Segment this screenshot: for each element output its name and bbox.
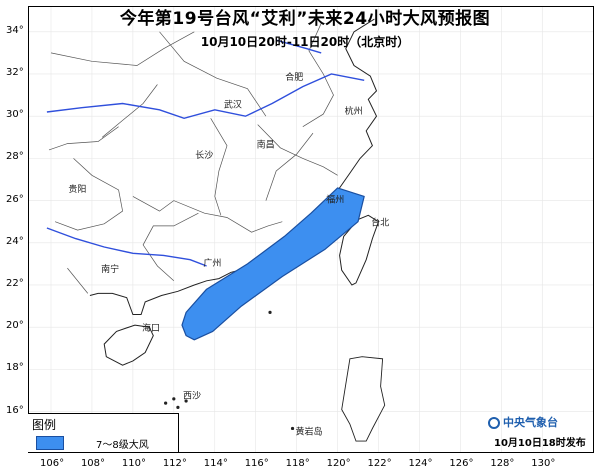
latitude-tick-label: 20° <box>6 320 24 332</box>
place-label: 杭州 <box>345 105 363 117</box>
title-block: 今年第19号台风“艾利”未来24小时大风预报图 10月10日20时-11日20时… <box>110 8 500 50</box>
wind-forecast-layer <box>181 187 365 341</box>
province-border <box>142 212 199 282</box>
longitude-tick-label: 128° <box>490 458 515 469</box>
longitude-tick-label: 114° <box>203 458 228 469</box>
longitude-tick-label: 108° <box>80 458 106 469</box>
island-dot <box>184 399 188 403</box>
latitude-tick-label: 22° <box>6 277 24 289</box>
province-border <box>257 124 338 176</box>
luzon-island <box>341 356 386 442</box>
province-border <box>67 267 89 294</box>
river-line <box>46 227 207 267</box>
legend: 图例 7～8级大风 <box>28 413 179 452</box>
latitude-tick-label: 34° <box>6 24 24 36</box>
longitude-tick-label: 116° <box>244 458 269 469</box>
place-label: 南昌 <box>257 139 275 151</box>
coastlines <box>89 18 386 442</box>
latitude-tick-label: 30° <box>6 109 24 121</box>
place-label: 广州 <box>203 257 221 269</box>
longitude-tick-label: 130° <box>531 458 556 469</box>
province-border <box>265 132 314 201</box>
province-border <box>159 31 267 117</box>
legend-label: 7～8级大风 <box>96 440 149 451</box>
place-label: 西沙 <box>183 391 201 402</box>
latitude-tick-label: 32° <box>6 66 24 78</box>
release-time: 10月10日18时发布 <box>494 438 586 449</box>
province-border <box>50 31 195 66</box>
province-border <box>132 196 283 233</box>
map-title: 今年第19号台风“艾利”未来24小时大风预报图 <box>119 9 491 29</box>
province-border <box>302 23 334 127</box>
place-label: 长沙 <box>195 149 213 161</box>
place-label: 台北 <box>371 217 389 229</box>
island-dot <box>172 397 176 401</box>
place-label: 海口 <box>142 322 160 334</box>
island-dot <box>164 401 168 405</box>
map-frame: 合肥武汉杭州长沙 南昌贵阳福州台北南宁 广州海口西沙黄岩岛 <box>28 6 594 453</box>
map-subtitle: 10月10日20时-11日20时（北京时） <box>200 35 410 49</box>
longitude-tick-label: 120° <box>326 458 351 469</box>
longitude-tick-label: 126° <box>449 458 474 469</box>
legend-title: 图例 <box>32 418 57 432</box>
longitude-tick-label: 118° <box>285 458 310 469</box>
place-label: 合肥 <box>285 71 303 83</box>
legend-swatch <box>36 436 64 450</box>
longitude-tick-label: 124° <box>408 458 433 469</box>
cma-logo-icon <box>488 417 500 429</box>
longitude-tick-label: 112° <box>162 458 187 469</box>
place-label: 贵阳 <box>68 183 86 195</box>
river-line <box>46 73 365 120</box>
province-border <box>210 118 228 216</box>
agency-logo: 中央气象台 <box>488 414 558 430</box>
latitude-tick-label: 16° <box>6 404 24 416</box>
province-border <box>48 126 119 151</box>
island-dot <box>268 310 272 314</box>
latitude-tick-label: 26° <box>6 193 24 205</box>
agency-name: 中央气象台 <box>503 416 558 429</box>
place-label: 南宁 <box>101 263 119 275</box>
province-border <box>101 84 158 138</box>
island-dot <box>176 405 180 409</box>
province-borders <box>48 23 338 294</box>
latitude-tick-label: 28° <box>6 151 24 163</box>
wind-area-7-8 <box>181 187 365 341</box>
taiwan-island <box>339 214 380 286</box>
place-label: 福州 <box>326 193 344 205</box>
place-label: 武汉 <box>224 99 242 111</box>
longitude-tick-label: 122° <box>367 458 392 469</box>
longitude-tick-label: 110° <box>121 458 146 469</box>
river-line <box>276 39 322 54</box>
latitude-tick-label: 18° <box>6 362 24 374</box>
rivers <box>46 39 365 267</box>
island-dot <box>290 426 295 431</box>
latitude-tick-label: 24° <box>6 235 24 247</box>
place-label: 黄岩岛 <box>296 426 323 438</box>
province-border <box>54 158 123 231</box>
hainan-island <box>103 324 154 366</box>
longitude-tick-label: 106° <box>40 458 65 469</box>
